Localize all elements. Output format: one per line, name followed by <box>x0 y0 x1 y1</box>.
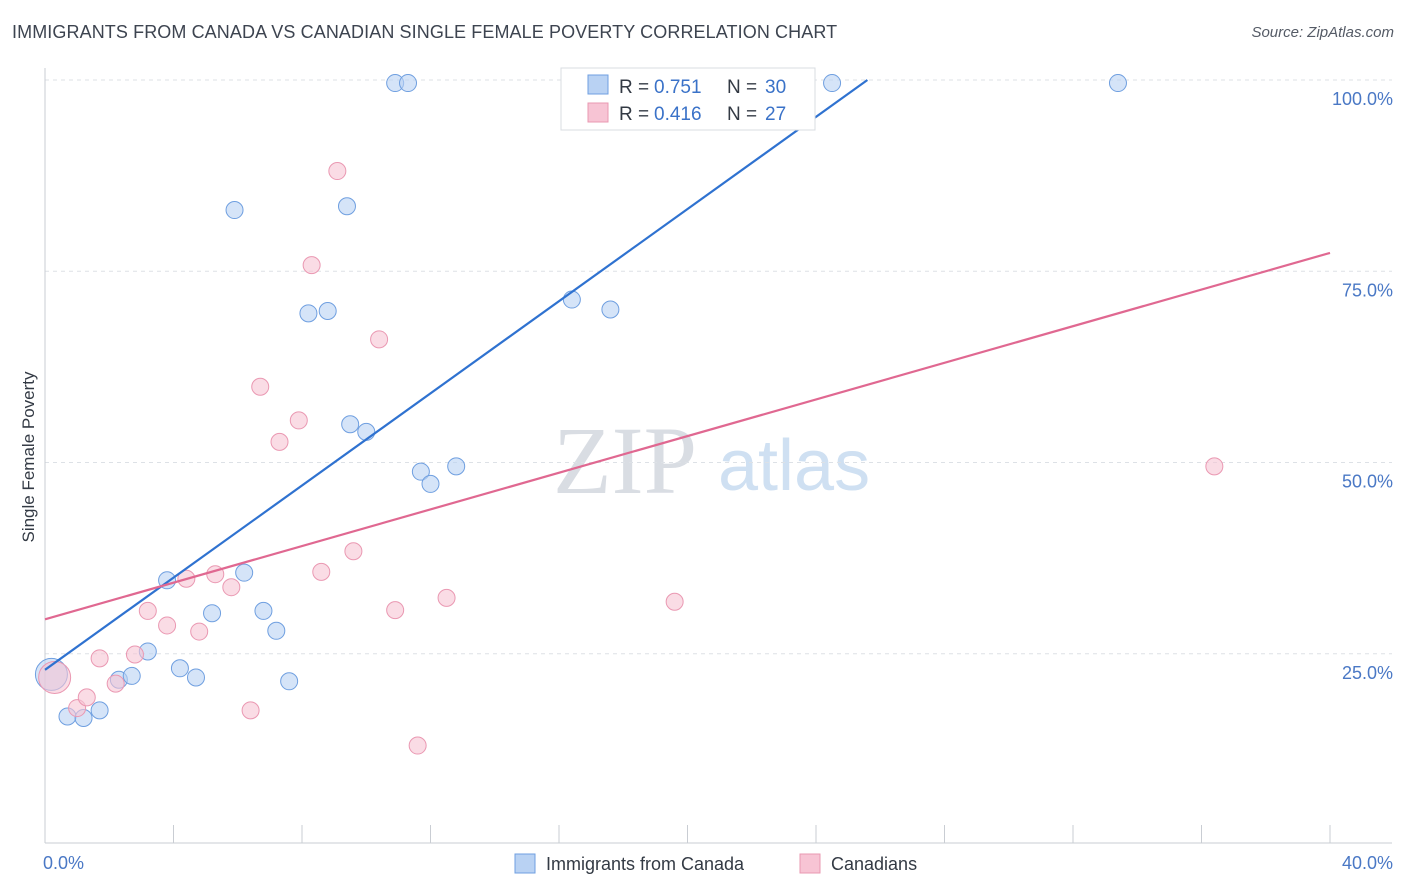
canadians-point-17 <box>312 562 331 581</box>
immigrants-point-24 <box>421 474 440 493</box>
immigrants-point-29 <box>1108 74 1127 93</box>
bottom-legend-swatch-immigrants <box>514 853 536 874</box>
immigrants-point-13 <box>254 601 273 620</box>
canadians-point-15 <box>289 411 308 430</box>
immigrants-point-22 <box>399 74 418 93</box>
canadians-point-16 <box>302 256 321 275</box>
canadians-point-2 <box>77 688 96 707</box>
canadians-point-12 <box>241 701 260 720</box>
legend-swatch-canadians <box>587 102 609 123</box>
immigrants-point-23 <box>411 462 430 481</box>
immigrants-point-27 <box>601 300 620 319</box>
trend-lines <box>44 79 1331 671</box>
legend-r-value-2: 0.416 <box>654 104 702 125</box>
immigrants-point-26 <box>562 290 581 309</box>
canadians-point-14 <box>270 432 289 451</box>
canadians-point-26 <box>1205 457 1224 476</box>
canadians-point-6 <box>138 601 157 620</box>
immigrants-trend-line <box>44 79 869 671</box>
series-legend: Immigrants from Canada Canadians <box>514 853 917 874</box>
legend-n-value-2: 27 <box>765 104 786 125</box>
immigrants-point-10 <box>203 604 222 623</box>
canadians-point-22 <box>408 736 427 755</box>
y-tick-label-1: 50.0% <box>1342 472 1393 492</box>
x-tick-label-1: 40.0% <box>1342 853 1393 873</box>
immigrants-point-18 <box>337 197 356 216</box>
legend-n-value-1: 30 <box>765 77 786 98</box>
canadians-point-13 <box>251 377 270 396</box>
immigrants-point-11 <box>225 201 244 220</box>
chart-source: Source: ZipAtlas.com <box>1251 24 1394 41</box>
legend-r-value-1: 0.751 <box>654 77 702 98</box>
y-tick-labels: 25.0% 50.0% 75.0% 100.0% <box>1332 89 1393 683</box>
watermark: ZIP atlas <box>553 407 870 514</box>
chart-title: IMMIGRANTS FROM CANADA VS CANADIAN SINGL… <box>12 22 838 42</box>
legend-r-label-1: R = <box>619 77 649 98</box>
canadians-point-11 <box>222 578 241 597</box>
immigrants-point-15 <box>280 672 299 691</box>
legend-n-label-2: N = <box>727 104 757 125</box>
canadians-point-0 <box>38 660 72 694</box>
legend-swatch-immigrants <box>587 74 609 95</box>
legend-r-label-2: R = <box>619 104 649 125</box>
immigrants-point-16 <box>299 304 318 323</box>
canadians-point-21 <box>386 601 405 620</box>
immigrants-point-17 <box>318 302 337 321</box>
watermark-zip: ZIP <box>553 407 697 514</box>
canadians-point-5 <box>125 645 144 664</box>
bottom-legend-swatch-canadians <box>799 853 821 874</box>
immigrants-point-5 <box>122 666 141 685</box>
series-canadians-points <box>38 74 1224 755</box>
y-tick-label-2: 75.0% <box>1342 280 1393 300</box>
canadians-point-23 <box>437 588 456 607</box>
canadians-point-18 <box>328 162 347 181</box>
immigrants-point-20 <box>357 422 376 441</box>
watermark-atlas: atlas <box>718 426 870 506</box>
bottom-legend-label-canadians: Canadians <box>831 854 917 874</box>
canadians-point-7 <box>158 616 177 635</box>
legend-n-label-1: N = <box>727 77 757 98</box>
axes <box>44 68 1392 844</box>
canadians-point-4 <box>106 674 125 693</box>
canadians-trend-line <box>44 251 1331 621</box>
y-tick-label-3: 100.0% <box>1332 89 1393 109</box>
immigrants-point-14 <box>267 621 286 640</box>
immigrants-point-12 <box>235 563 254 582</box>
canadians-point-24 <box>665 592 684 611</box>
x-tick-labels: 0.0% 40.0% <box>43 853 1393 873</box>
canadians-point-3 <box>90 649 109 668</box>
immigrants-point-19 <box>341 415 360 434</box>
canadians-point-19 <box>344 542 363 561</box>
immigrants-point-25 <box>447 457 466 476</box>
immigrants-point-8 <box>170 659 189 678</box>
bottom-legend-label-immigrants: Immigrants from Canada <box>546 854 745 874</box>
immigrants-point-28 <box>823 74 842 93</box>
canadians-point-20 <box>370 330 389 349</box>
immigrants-point-9 <box>186 668 205 687</box>
immigrants-point-3 <box>90 701 109 720</box>
x-tick-label-0: 0.0% <box>43 853 84 873</box>
canadians-point-9 <box>190 622 209 641</box>
y-tick-label-0: 25.0% <box>1342 663 1393 683</box>
y-axis-label: Single Female Poverty <box>19 371 38 543</box>
stats-legend: R = 0.751 N = 30 R = 0.416 N = 27 <box>560 67 816 131</box>
